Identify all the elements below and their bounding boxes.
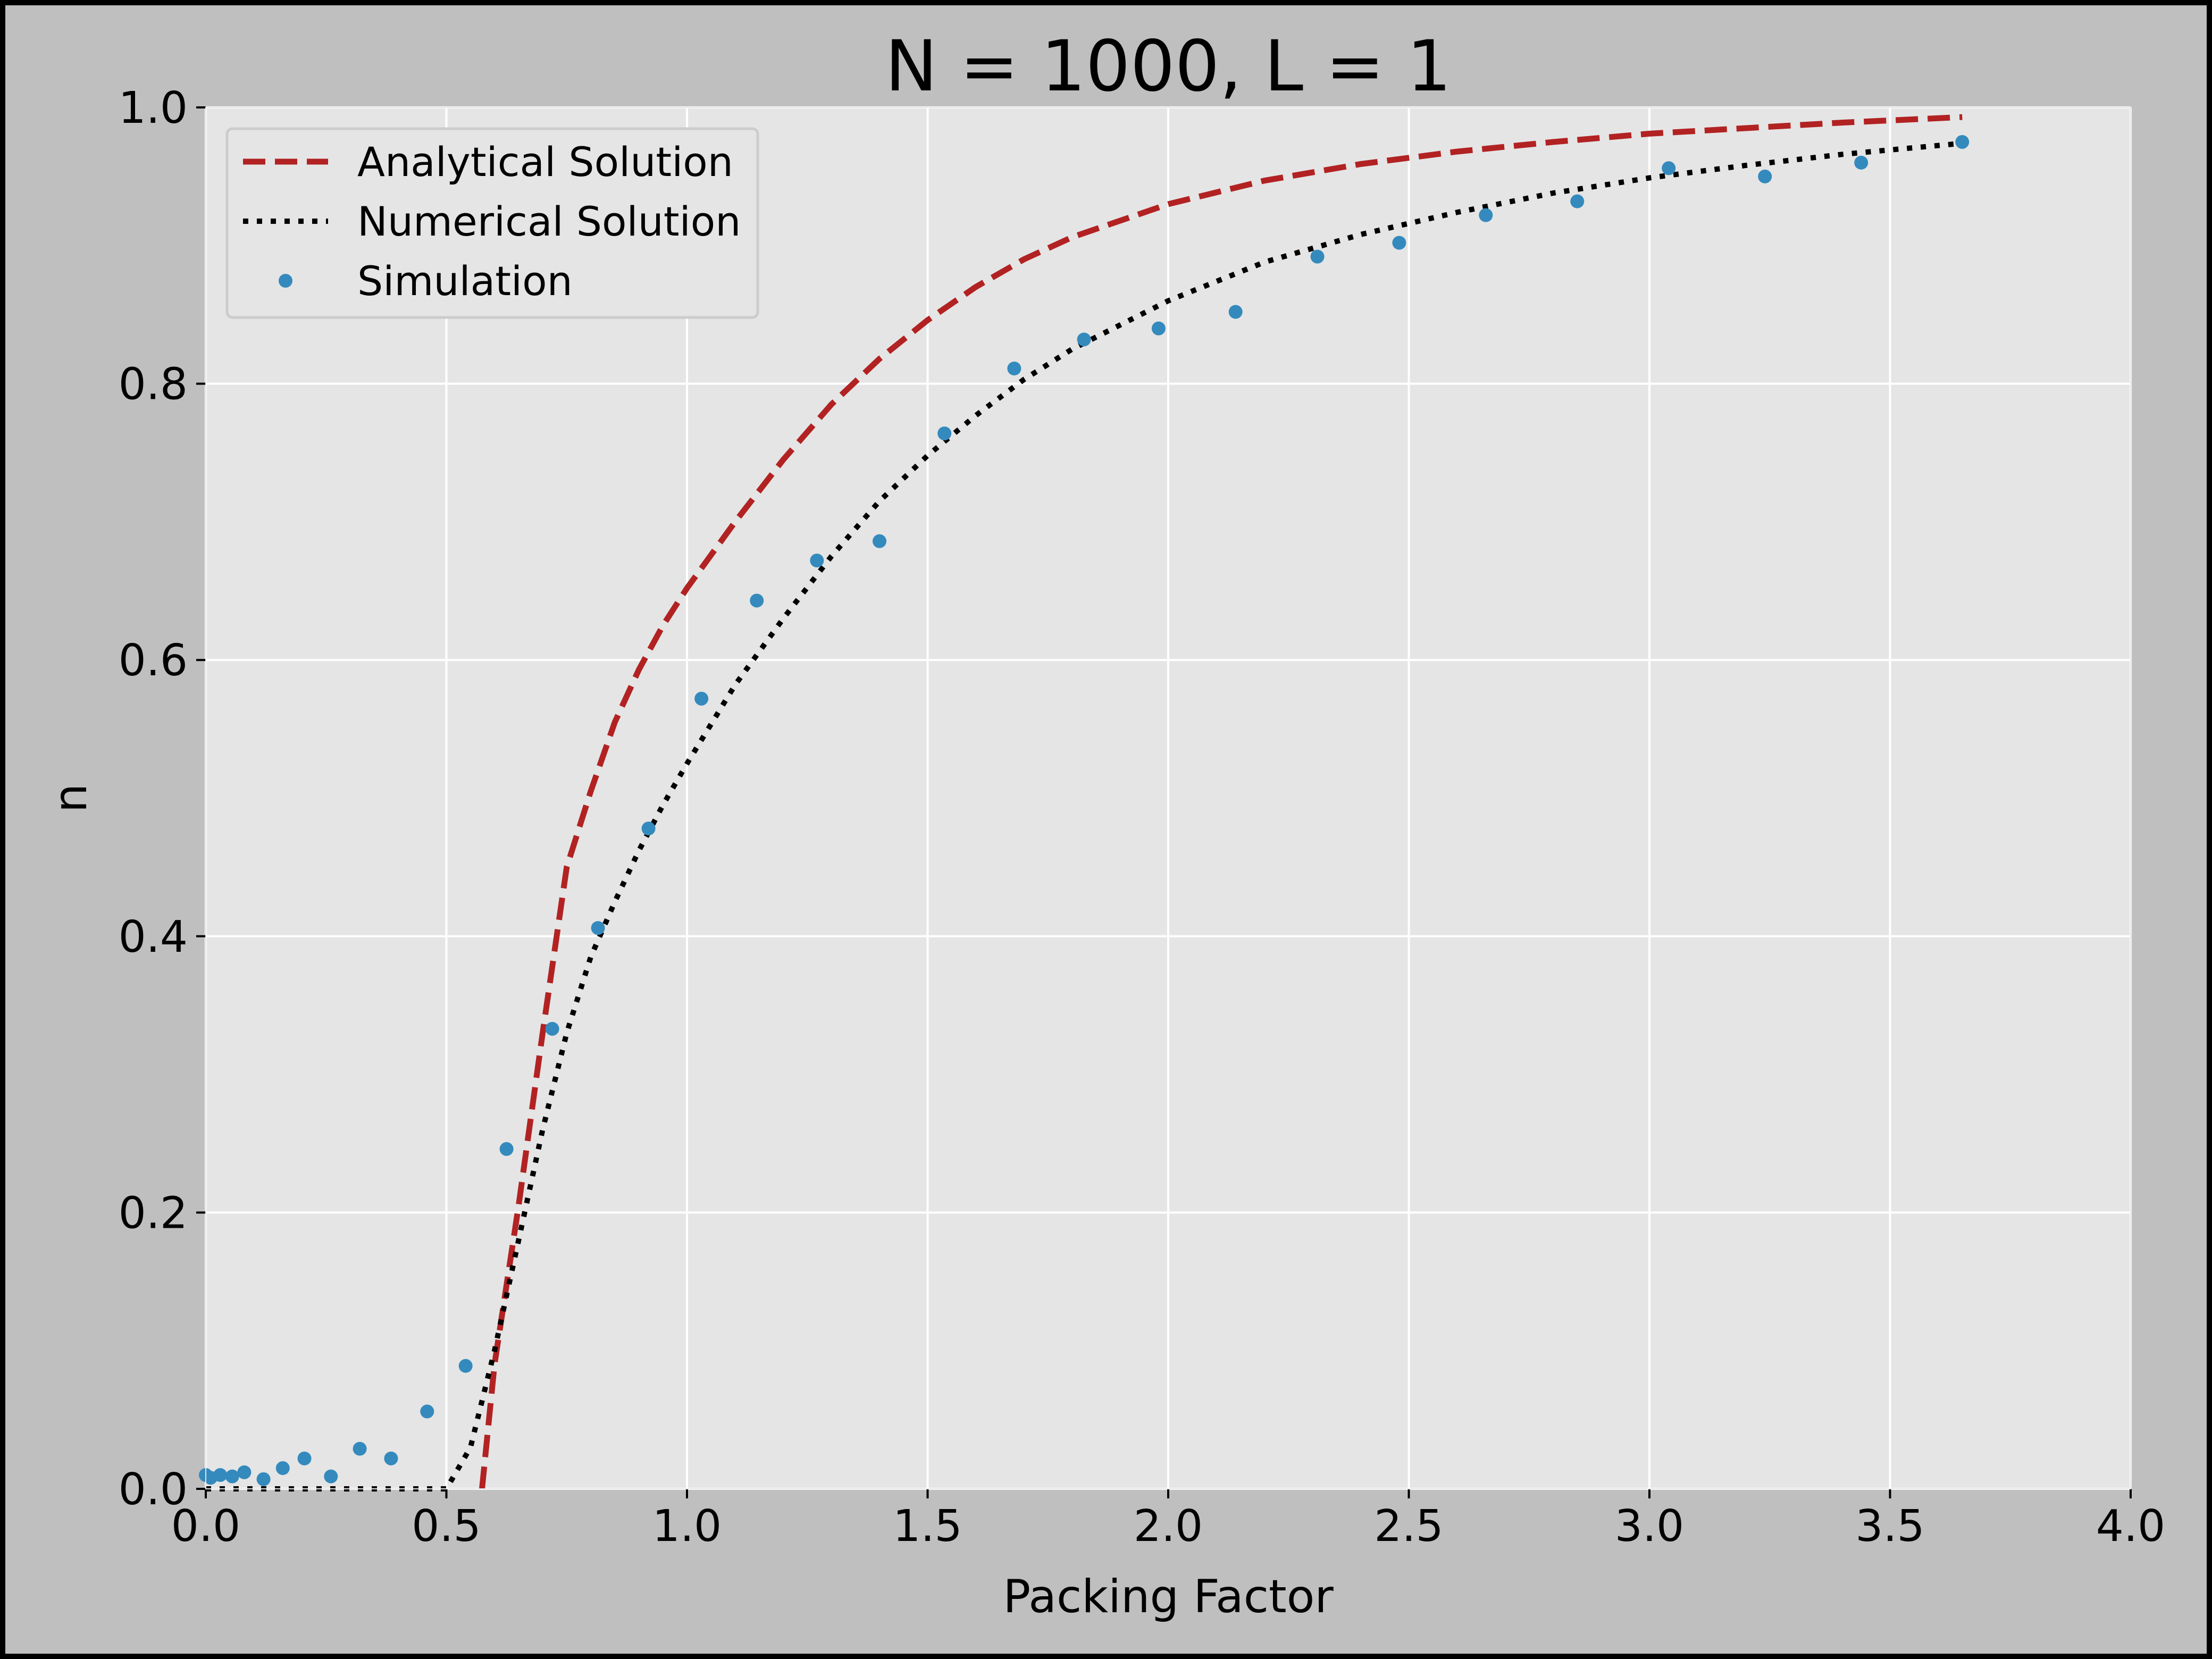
x-tick-label: 1.0 bbox=[652, 1501, 722, 1552]
x-axis-label: Packing Factor bbox=[1003, 1570, 1334, 1623]
numerical-solution-line bbox=[206, 140, 1963, 1492]
chart-title: N = 1000, L = 1 bbox=[885, 26, 1451, 107]
legend: Analytical Solution Numerical Solution Sim… bbox=[225, 127, 759, 319]
plot-frame bbox=[205, 107, 2131, 1489]
legend-label: Numerical Solution bbox=[357, 198, 741, 245]
simulation-point bbox=[750, 593, 764, 608]
simulation-point bbox=[324, 1469, 338, 1484]
series bbox=[199, 114, 1970, 1492]
x-tick-label: 3.5 bbox=[1855, 1501, 1924, 1552]
legend-label: Simulation bbox=[357, 257, 573, 305]
simulation-point bbox=[1570, 194, 1585, 208]
legend-label: Analytical Solution bbox=[357, 138, 733, 186]
simulation-point bbox=[237, 1465, 252, 1479]
y-tick-label: 0.0 bbox=[119, 1464, 188, 1515]
y-tick-label: 0.2 bbox=[119, 1188, 188, 1238]
simulation-point bbox=[1310, 249, 1325, 264]
x-tick-label: 1.5 bbox=[893, 1501, 962, 1552]
simulation-point bbox=[225, 1469, 239, 1484]
y-tick-label: 0.6 bbox=[119, 635, 188, 686]
legend-marker-simulation bbox=[279, 274, 292, 288]
simulation-point bbox=[1392, 236, 1406, 250]
simulation-point bbox=[353, 1442, 367, 1456]
x-tick-label: 0.5 bbox=[412, 1501, 481, 1552]
y-tick-label: 0.8 bbox=[119, 359, 188, 410]
simulation-point bbox=[420, 1404, 434, 1419]
simulation-point bbox=[937, 426, 952, 441]
simulation-point bbox=[1662, 161, 1676, 175]
simulation-point bbox=[499, 1142, 514, 1156]
simulation-point bbox=[256, 1472, 271, 1486]
chart: 0.0 0.5 1.0 1.5 2.0 2.5 3.0 3.5 4.0 0.0 0.2 0.4 0.6 0… bbox=[44, 26, 2166, 1623]
x-tick-label: 0.0 bbox=[171, 1501, 240, 1552]
simulation-point bbox=[810, 554, 824, 568]
simulation-point bbox=[1151, 321, 1166, 336]
simulation-point bbox=[213, 1468, 228, 1482]
simulation-point bbox=[545, 1021, 559, 1036]
simulation-point bbox=[1007, 362, 1021, 376]
simulation-point bbox=[384, 1451, 398, 1465]
simulation-point bbox=[297, 1451, 312, 1465]
simulation-point bbox=[694, 691, 709, 706]
simulation-point bbox=[591, 921, 605, 935]
analytical-solution-line bbox=[479, 114, 1963, 1489]
simulation-point bbox=[1479, 208, 1493, 222]
simulation-point bbox=[641, 822, 656, 836]
y-axis-label: n bbox=[44, 784, 97, 813]
simulation-point bbox=[1854, 155, 1869, 170]
x-tick-label: 3.0 bbox=[1615, 1501, 1684, 1552]
legend-box bbox=[225, 127, 759, 319]
simulation-point bbox=[275, 1461, 290, 1476]
y-tick-label: 1.0 bbox=[119, 83, 188, 133]
simulation-point bbox=[1758, 169, 1772, 183]
simulation-point bbox=[873, 534, 886, 548]
simulation-point bbox=[1077, 332, 1091, 347]
x-tick-label: 2.5 bbox=[1374, 1501, 1443, 1552]
x-tick-label: 2.0 bbox=[1134, 1501, 1203, 1552]
simulation-point bbox=[458, 1359, 473, 1373]
figure: 0.0 0.5 1.0 1.5 2.0 2.5 3.0 3.5 4.0 0.0 0.2 0.4 0.6 0… bbox=[5, 5, 2207, 1654]
simulation-point bbox=[1228, 305, 1243, 319]
y-tick-label: 0.4 bbox=[119, 912, 188, 962]
ticks: 0.0 0.5 1.0 1.5 2.0 2.5 3.0 3.5 4.0 0.0 0.2 0.4 0.6 0… bbox=[119, 83, 2166, 1552]
x-tick-label: 4.0 bbox=[2096, 1501, 2165, 1552]
simulation-point bbox=[1955, 135, 1970, 149]
